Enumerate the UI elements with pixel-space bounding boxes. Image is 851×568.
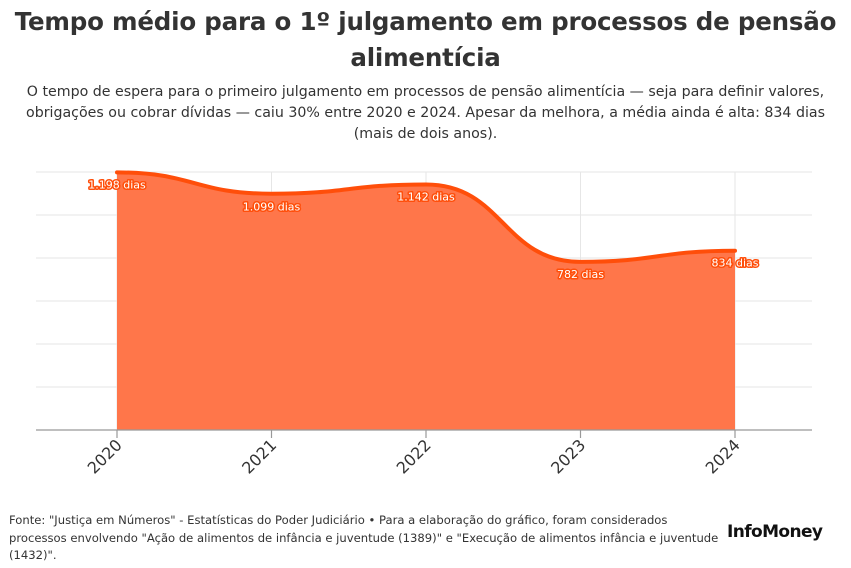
data-label: 1.099 dias (243, 201, 301, 214)
x-axis: 2020 2021 2022 2023 2024 (36, 429, 812, 478)
x-tick-label: 2024 (702, 435, 744, 477)
area-series (115, 170, 737, 430)
chart-subtitle: O tempo de espera para o primeiro julgam… (26, 84, 825, 142)
x-tick-label: 2021 (238, 435, 280, 477)
data-label: 1.142 dias (397, 190, 455, 203)
series-line (115, 170, 737, 264)
brand-logo: InfoMoney (727, 522, 823, 542)
data-labels: 1.198 dias 1.099 dias 1.142 dias 782 dias 83… (87, 177, 761, 282)
area-fill (117, 172, 735, 430)
chart-title: Tempo médio para o 1º julgamento em proc… (14, 7, 837, 72)
x-tick-label: 2023 (547, 435, 589, 477)
data-label: 782 dias (557, 268, 604, 281)
data-label: 1.198 dias (88, 178, 146, 191)
source-note: Fonte: "Justiça em Números" - Estatístic… (9, 513, 719, 562)
x-tick-label: 2022 (393, 435, 435, 477)
data-label: 834 dias (711, 257, 758, 270)
x-tick-label: 2020 (84, 435, 126, 477)
